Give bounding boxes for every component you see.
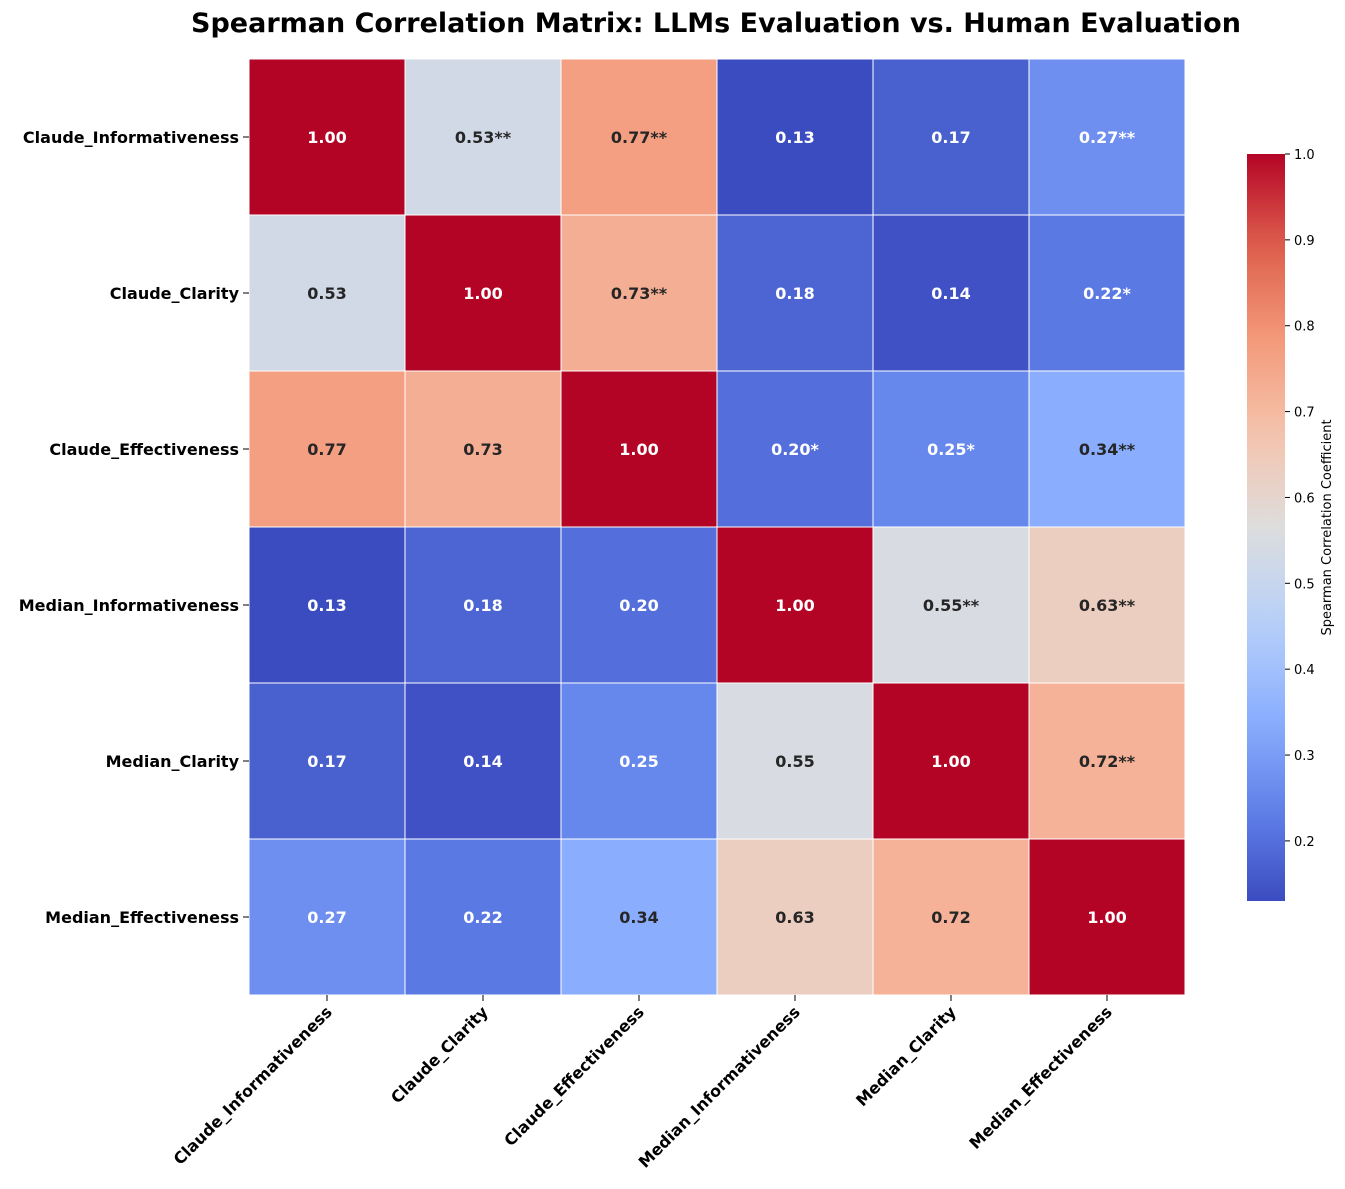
colorbar-tick-label: 0.4 [1294,663,1315,678]
colorbar-tick-label: 0.5 [1294,577,1315,592]
column-label: Claude_Informativeness [170,1002,336,1168]
heatmap-cell [1028,58,1186,216]
colorbar: 0.2 0.3 0.4 0.5 0.6 0.7 0.8 0.9 1.0 Spearman Corr… [1247,148,1335,901]
cell-annotation: 0.34** [1079,440,1136,459]
row-labels: Claude_Informativeness Claude_Clarity Clau… [19,128,249,927]
heatmap-cell [872,682,1030,840]
column-labels: Claude_Informativeness Claude_Clarity Clau… [170,995,1116,1172]
cell-annotation: 0.25 [619,752,658,771]
heatmap-cell [716,58,874,216]
cell-annotation: 0.17 [307,752,346,771]
column-label: Claude_Effectiveness [500,1002,648,1150]
heatmap-cell [404,58,562,216]
heatmap-cell [1028,682,1186,840]
cell-annotation: 0.77** [611,128,668,147]
cell-annotation: 0.20* [771,440,819,459]
row-label: Median_Clarity [106,752,240,771]
cell-annotation: 1.00 [463,284,502,303]
cell-annotation: 1.00 [775,596,814,615]
column-label: Median_Informativeness [635,1002,804,1171]
colorbar-label: Spearman Correlation Coefficient [1320,419,1335,635]
heatmap-cell [872,58,1030,216]
row-label: Claude_Clarity [110,284,240,303]
cell-annotation: 0.13 [775,128,814,147]
row-label: Median_Informativeness [19,596,239,615]
heatmap-cell [248,58,406,216]
cell-annotation: 0.77 [307,440,346,459]
cell-annotation: 0.18 [463,596,502,615]
cell-annotation: 0.14 [931,284,970,303]
heatmap-cell [248,838,406,996]
column-label: Median_Clarity [852,1002,960,1110]
heatmap-cell [872,526,1030,684]
heatmap-cell [404,214,562,372]
cell-annotation: 0.17 [931,128,970,147]
cell-annotation: 0.53 [307,284,346,303]
heatmap-cell [248,526,406,684]
heatmap-cell [560,370,718,528]
cell-annotation: 0.55** [923,596,980,615]
heatmap-cell [716,838,874,996]
cell-annotation: 1.00 [307,128,346,147]
cell-annotation: 0.73 [463,440,502,459]
heatmap-cell [404,526,562,684]
heatmap-cell [248,682,406,840]
heatmap-cell [560,58,718,216]
heatmap-cell [404,682,562,840]
heatmap-cells: 1.00 0.53** 0.77** 0.13 0.17 0.27** 0.53 1.00 0.… [248,58,1186,996]
cell-annotation: 0.22* [1083,284,1131,303]
heatmap-cell [1028,838,1186,996]
cell-annotation: 0.27 [307,908,346,927]
cell-annotation: 1.00 [931,752,970,771]
cell-annotation: 0.63** [1079,596,1136,615]
column-label: Claude_Clarity [387,1002,492,1107]
colorbar-tick-label: 0.9 [1294,234,1315,249]
row-label: Claude_Effectiveness [49,440,239,459]
column-label: Median_Effectiveness [965,1002,1115,1152]
cell-annotation: 0.63 [775,908,814,927]
cell-annotation: 0.14 [463,752,502,771]
heatmap-cell [1028,526,1186,684]
heatmap-cell [716,682,874,840]
colorbar-tick-label: 0.6 [1294,491,1315,506]
heatmap-cell [1028,214,1186,372]
heatmap-cell [1028,370,1186,528]
heatmap-cell [560,526,718,684]
row-label: Claude_Informativeness [23,128,239,147]
cell-annotation: 0.72 [931,908,970,927]
colorbar-gradient [1247,154,1285,901]
cell-annotation: 0.25* [927,440,975,459]
colorbar-tick-label: 0.7 [1294,406,1315,421]
chart-title: Spearman Correlation Matrix: LLMs Evalua… [191,8,1241,39]
cell-annotation: 0.34 [619,908,658,927]
colorbar-tick-label: 0.8 [1294,320,1315,335]
heatmap-cell [872,838,1030,996]
cell-annotation: 1.00 [1087,908,1126,927]
cell-annotation: 0.55 [775,752,814,771]
colorbar-tick-label: 0.3 [1294,749,1315,764]
cell-annotation: 0.53** [455,128,512,147]
cell-annotation: 0.73** [611,284,668,303]
cell-annotation: 0.22 [463,908,502,927]
cell-annotation: 0.13 [307,596,346,615]
heatmap-cell [560,682,718,840]
colorbar-tick-label: 0.2 [1294,835,1315,850]
cell-annotation: 0.18 [775,284,814,303]
heatmap-cell [716,370,874,528]
cell-annotation: 0.20 [619,596,658,615]
cell-annotation: 1.00 [619,440,658,459]
heatmap-cell [872,370,1030,528]
row-label: Median_Effectiveness [45,908,239,927]
cell-annotation: 0.72** [1079,752,1136,771]
heatmap-cell [248,370,406,528]
colorbar-tick-label: 1.0 [1294,148,1315,163]
heatmap-cell [248,214,406,372]
heatmap-cell [716,526,874,684]
heatmap-cell [716,214,874,372]
heatmap-cell [404,370,562,528]
cell-annotation: 0.27** [1079,128,1136,147]
